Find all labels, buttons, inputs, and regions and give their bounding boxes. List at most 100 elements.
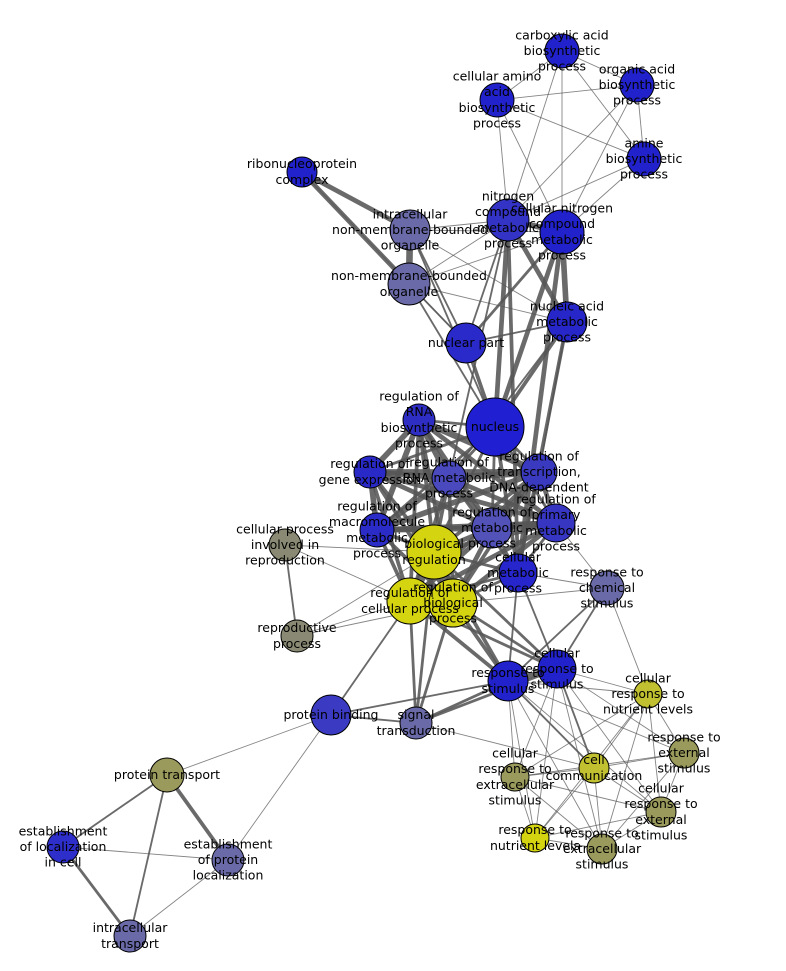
- graph-node-label: cell communication: [546, 752, 643, 783]
- graph-edge: [556, 668, 603, 850]
- graph-node[interactable]: signal transduction: [399, 706, 433, 740]
- graph-node[interactable]: response to stimulus: [487, 660, 529, 702]
- graph-node-label: signal transduction: [377, 707, 456, 738]
- graph-node-label: protein transport: [114, 767, 220, 782]
- graph-node[interactable]: protein binding: [310, 694, 352, 736]
- graph-node[interactable]: response to external stimulus: [668, 737, 700, 769]
- graph-node[interactable]: non-membrane-bounded organelle: [387, 262, 431, 306]
- graph-edge: [433, 550, 558, 671]
- graph-edge: [496, 99, 645, 160]
- graph-node[interactable]: response to nutrient levels: [520, 823, 550, 853]
- graph-edge: [561, 84, 638, 233]
- graph-node[interactable]: organic acid biosynthetic process: [619, 67, 655, 103]
- graph-node[interactable]: cellular response to extracellular stimu…: [500, 762, 530, 792]
- graph-edge: [507, 680, 603, 850]
- graph-node[interactable]: cellular nitrogen compound metabolic pro…: [539, 209, 585, 255]
- graph-edge: [409, 229, 563, 233]
- graph-edge: [464, 231, 564, 344]
- graph-node-label: ribonucleoprotein complex: [247, 156, 357, 187]
- nodes-layer[interactable]: carboxylic acid biosynthetic process orga…: [46, 33, 700, 953]
- graph-edge: [369, 469, 557, 526]
- graph-node[interactable]: protein transport: [149, 757, 185, 793]
- graph-edge: [556, 668, 662, 813]
- graph-edge: [408, 283, 568, 323]
- graph-node[interactable]: cell communication: [578, 752, 610, 784]
- graph-node-label: nitrogen compound metabolic process: [475, 188, 541, 250]
- graph-node[interactable]: regulation of RNA biosynthetic process: [402, 403, 436, 437]
- graph-node[interactable]: regulation of transcription, DNA-depende…: [520, 453, 558, 491]
- graph-node-label: regulation of metabolic process: [452, 504, 532, 550]
- graph-edge: [514, 776, 662, 813]
- graph-node-label: non-membrane-bounded organelle: [331, 268, 487, 299]
- graph-edge: [409, 229, 467, 344]
- graph-node-label: regulation of RNA metabolic process: [403, 454, 496, 500]
- graph-node-label: establishment of localization in cell: [19, 823, 108, 869]
- graph-edge: [514, 776, 603, 850]
- graph-node[interactable]: regulation of biological process: [428, 578, 478, 628]
- graph-edge: [507, 50, 563, 221]
- labels-layer: carboxylic acid biosynthetic process organi…: [19, 27, 721, 951]
- graph-edge: [496, 99, 563, 233]
- graph-edge: [601, 752, 685, 850]
- graph-node[interactable]: carboxylic acid biosynthetic process: [544, 33, 580, 69]
- graph-node-label: response to extracellular stimulus: [563, 825, 642, 871]
- graph-node-label: organic acid biosynthetic process: [599, 61, 676, 107]
- graph-node[interactable]: regulation of primary metabolic process: [536, 503, 576, 543]
- graph-edge: [62, 846, 229, 861]
- graph-node-label: carboxylic acid biosynthetic process: [515, 27, 608, 73]
- graph-node-label: cellular metabolic process: [487, 549, 549, 595]
- graph-edge: [415, 667, 558, 725]
- graph-edge: [414, 551, 436, 724]
- graph-node[interactable]: intracellular non-membrane-bounded organ…: [389, 209, 431, 251]
- graph-node[interactable]: response to chemical stimulus: [589, 570, 625, 606]
- graph-node[interactable]: ribonucleoprotein complex: [286, 156, 318, 188]
- graph-edge: [465, 219, 509, 344]
- graph-node[interactable]: regulation of metabolic process: [471, 507, 513, 549]
- graph-edge: [514, 693, 649, 778]
- graph-node[interactable]: intracellular transport: [113, 919, 147, 953]
- graph-node-label: regulation of RNA biosynthetic process: [379, 388, 459, 450]
- graph-edge: [330, 680, 509, 716]
- graph-node[interactable]: response to extracellular stimulus: [586, 833, 618, 865]
- graph-edge: [507, 680, 685, 754]
- graph-node-label: nuclear part: [428, 335, 504, 350]
- graph-node-label: nucleic acid metabolic process: [530, 298, 604, 344]
- graph-node[interactable]: cellular process involved in reproductio…: [268, 528, 302, 562]
- graph-node[interactable]: establishment of localization in cell: [46, 830, 80, 864]
- graph-edge: [507, 158, 645, 221]
- graph-node-label: biological regulation: [402, 536, 466, 567]
- graph-node-label: nucleus: [471, 419, 519, 434]
- graph-edge: [507, 680, 649, 695]
- graph-edge: [647, 693, 662, 813]
- graph-node[interactable]: nuclear part: [445, 322, 487, 364]
- graph-node[interactable]: nitrogen compound metabolic process: [486, 198, 530, 242]
- graph-edge: [62, 774, 168, 848]
- graph-edge: [507, 587, 608, 682]
- graph-node[interactable]: cellular metabolic process: [498, 553, 538, 593]
- graph-edge: [561, 50, 645, 160]
- graph-edge: [534, 811, 662, 839]
- graph-node[interactable]: cellular response to nutrient levels: [633, 679, 663, 709]
- graph-node-label: protein binding: [283, 707, 378, 722]
- graph-edge: [601, 693, 649, 850]
- graph-node-label: cellular nitrogen compound metabolic proces…: [511, 200, 613, 262]
- graph-node[interactable]: nucleic acid metabolic process: [546, 301, 588, 343]
- graph-node[interactable]: regulation of RNA metabolic process: [431, 460, 467, 496]
- graph-node[interactable]: cellular response to stimulus: [537, 649, 577, 689]
- graph-node[interactable]: reproductive process: [280, 619, 314, 653]
- graph-node[interactable]: amine biosynthetic process: [626, 141, 662, 177]
- graph-node[interactable]: cellular amino acid biosynthetic process: [479, 82, 515, 118]
- graph-node[interactable]: regulation of gene expression: [353, 455, 387, 489]
- graph-edge: [408, 231, 563, 285]
- graph-node[interactable]: regulation of macromolecule metabolic pr…: [359, 512, 395, 548]
- graph-node-label: cellular amino acid biosynthetic process: [453, 68, 542, 130]
- graph-node-label: cellular response to extracellular stimulus: [476, 745, 555, 807]
- graph-node[interactable]: cellular response to external stimulus: [645, 796, 677, 828]
- graph-node-label: regulation of cellular process: [361, 585, 459, 616]
- graph-node[interactable]: biological regulation: [406, 524, 462, 580]
- graph-edge: [415, 722, 595, 769]
- graph-node[interactable]: nucleus: [465, 397, 525, 457]
- graph-node[interactable]: establishment of protein localization: [211, 843, 245, 877]
- graph-node-label: regulation of gene expression: [319, 456, 422, 487]
